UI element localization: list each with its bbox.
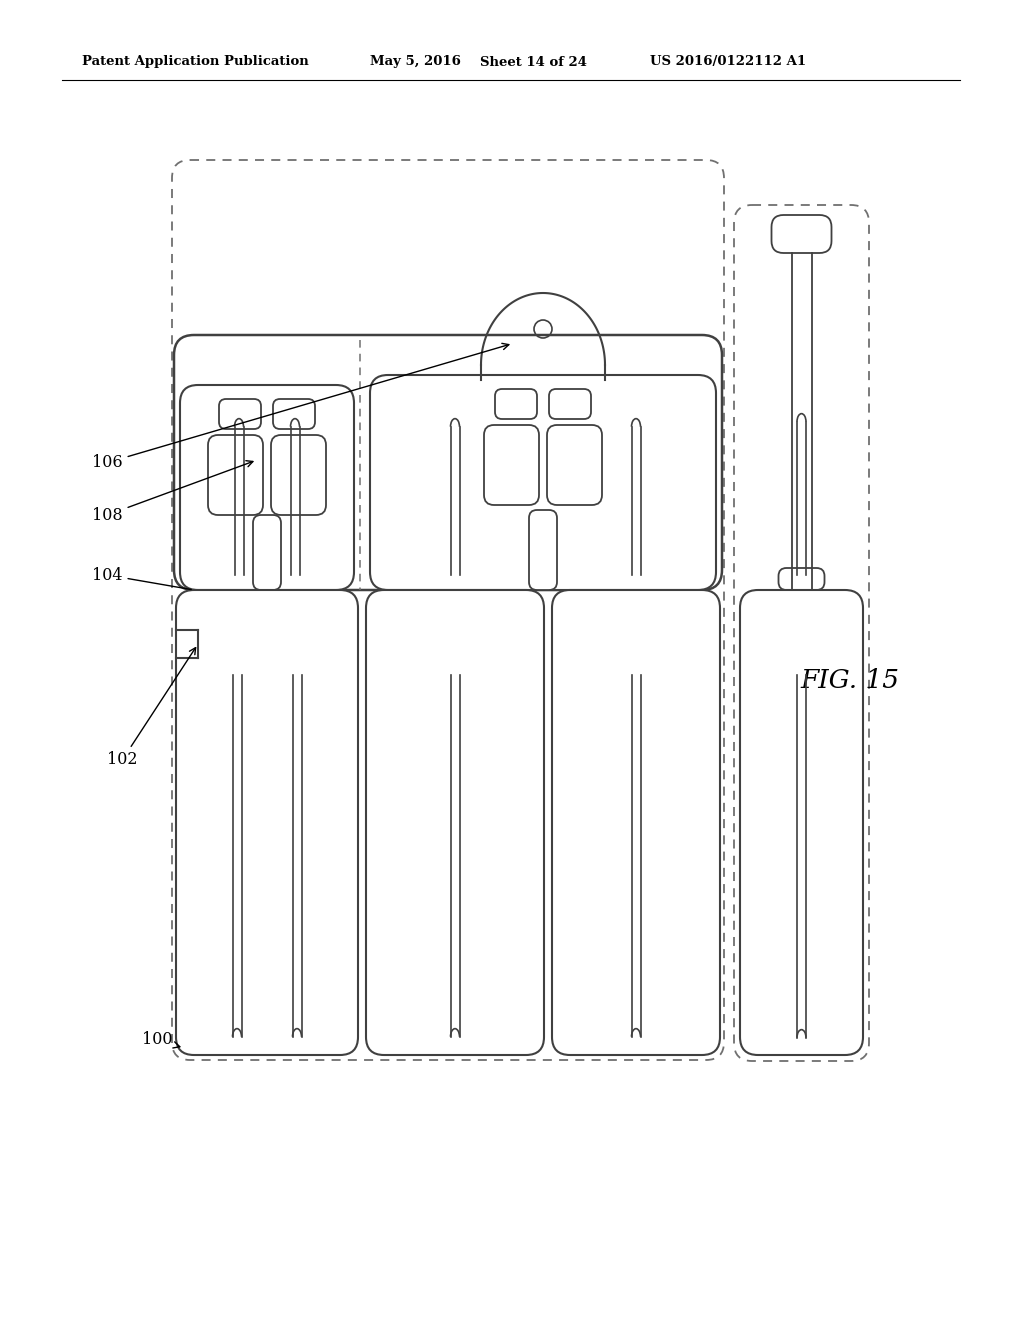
Text: Patent Application Publication: Patent Application Publication [82,55,309,69]
Text: FIG. 15: FIG. 15 [800,668,899,693]
FancyBboxPatch shape [370,375,716,590]
FancyBboxPatch shape [273,399,315,429]
FancyBboxPatch shape [172,160,724,1060]
FancyBboxPatch shape [176,590,358,1055]
FancyBboxPatch shape [549,389,591,418]
FancyBboxPatch shape [778,568,824,590]
FancyBboxPatch shape [552,590,720,1055]
Text: 102: 102 [106,648,196,768]
Text: Sheet 14 of 24: Sheet 14 of 24 [480,55,587,69]
FancyBboxPatch shape [180,385,354,590]
FancyBboxPatch shape [484,425,539,506]
FancyBboxPatch shape [174,335,722,590]
FancyBboxPatch shape [366,590,544,1055]
Text: 100: 100 [142,1031,180,1048]
Text: 106: 106 [92,343,509,471]
FancyBboxPatch shape [271,436,326,515]
FancyBboxPatch shape [253,515,281,590]
FancyBboxPatch shape [734,205,869,1061]
FancyBboxPatch shape [219,399,261,429]
FancyBboxPatch shape [208,436,263,515]
FancyBboxPatch shape [547,425,602,506]
Text: May 5, 2016: May 5, 2016 [370,55,461,69]
Text: US 2016/0122112 A1: US 2016/0122112 A1 [650,55,806,69]
Text: 104: 104 [92,566,191,590]
FancyBboxPatch shape [529,510,557,590]
FancyBboxPatch shape [740,590,863,1055]
FancyBboxPatch shape [495,389,537,418]
FancyBboxPatch shape [771,215,831,253]
Text: 108: 108 [92,461,253,524]
